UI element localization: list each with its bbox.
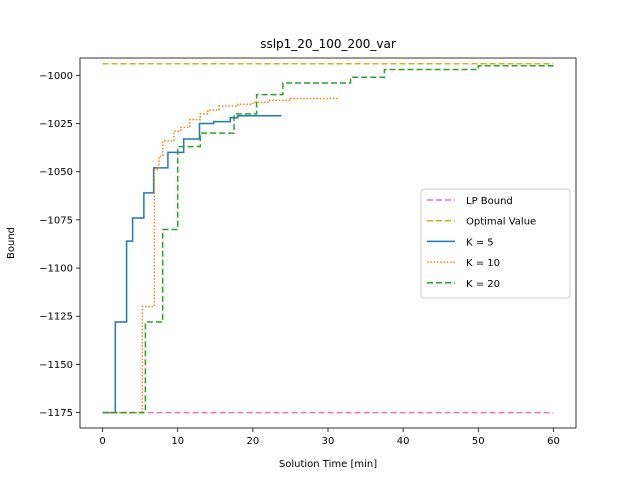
y-tick-label: −1000: [39, 71, 73, 82]
legend-label-optimal-value: Optimal Value: [466, 217, 536, 228]
y-tick-label: −1175: [39, 408, 73, 419]
x-tick-label: 10: [171, 436, 184, 447]
x-tick-label: 0: [99, 436, 105, 447]
x-tick-label: 60: [547, 436, 560, 447]
y-axis-label: Bound: [6, 227, 17, 259]
y-tick-label: −1050: [39, 167, 73, 178]
y-tick-label: −1100: [39, 264, 73, 275]
x-tick-label: 40: [397, 436, 410, 447]
y-tick-label: −1075: [39, 215, 73, 226]
x-tick-label: 30: [322, 436, 335, 447]
legend-label-k-10: K = 10: [466, 258, 500, 269]
x-tick-label: 20: [246, 436, 259, 447]
y-tick-label: −1150: [39, 360, 73, 371]
series-line-k-5: [102, 115, 282, 414]
x-axis-label: Solution Time [min]: [279, 459, 377, 470]
legend-label-k-5: K = 5: [466, 237, 494, 248]
legend-label-k-20: K = 20: [466, 279, 500, 290]
legend: LP Bound Optimal Value K = 5 K = 10 K = 20: [420, 188, 571, 299]
series-layer: [102, 63, 554, 414]
y-tick-label: −1025: [39, 119, 73, 130]
legend-frame: [420, 188, 571, 299]
x-tick-label: 50: [472, 436, 485, 447]
chart-title: sslp1_20_100_200_var: [260, 37, 396, 51]
y-tick-label: −1125: [39, 312, 73, 323]
series-line-k-10: [102, 97, 340, 414]
legend-label-lp-bound: LP Bound: [466, 196, 513, 207]
x-axis: 0 10 20 30 40 50 60: [99, 428, 560, 447]
series-line-k-20: [102, 64, 554, 414]
y-axis: −1000 −1025 −1050 −1075 −1100 −1125 −1150 −1175: [39, 71, 80, 419]
